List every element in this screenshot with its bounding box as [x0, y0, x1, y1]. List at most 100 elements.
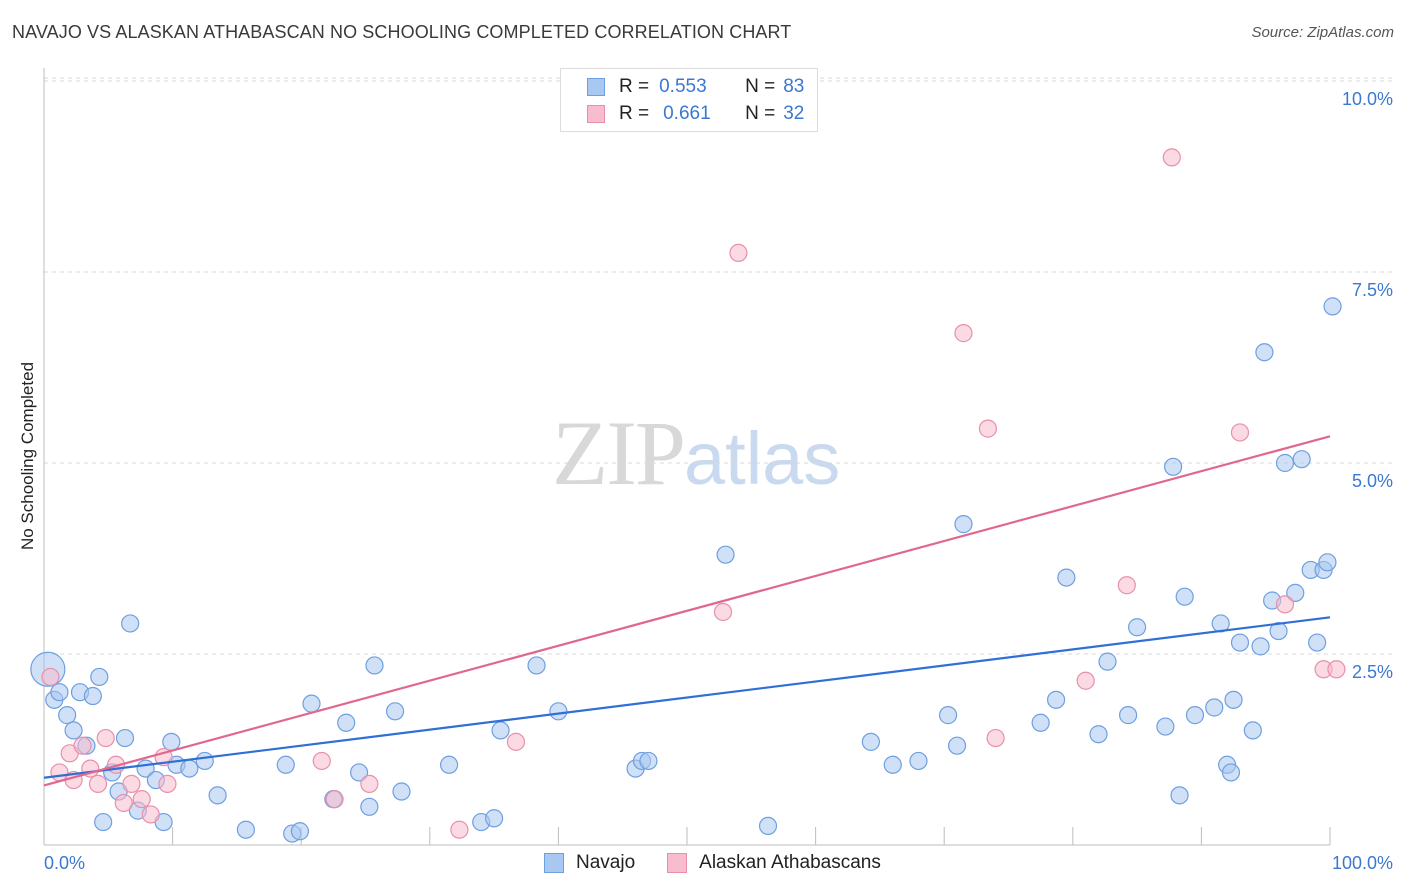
trend-lines [43, 435, 1331, 787]
navajo-point [1098, 652, 1117, 671]
navajo-point [938, 706, 958, 725]
navajo-point [1275, 453, 1295, 473]
navajo-point [639, 751, 658, 771]
athabascan-point [954, 324, 973, 343]
navajo-point [1170, 786, 1189, 805]
legend-r-value: 0.553 [659, 76, 707, 97]
x-tick-label-max: 100.0% [1332, 853, 1393, 873]
navajo-point [1308, 633, 1327, 652]
navajo-point [909, 751, 928, 771]
navajo-point [1046, 690, 1066, 709]
navajo-point [954, 515, 973, 534]
athabascan-point [1230, 423, 1250, 442]
navajo-point [90, 667, 109, 687]
axes [43, 68, 1330, 846]
x-tick-label-min: 0.0% [44, 853, 85, 873]
athabascan-point [360, 774, 379, 793]
athabascan-point [114, 793, 133, 813]
navajo-point [50, 683, 69, 702]
navajo-point [392, 782, 411, 801]
navajo-point [58, 706, 77, 725]
watermark-atlas: atlas [684, 417, 841, 500]
y-tick-label: 10.0% [1342, 89, 1393, 109]
watermark: ZIPatlas [552, 400, 840, 506]
series-legend: Navajo Alaskan Athabascans [544, 852, 913, 874]
navajo-point [1175, 587, 1194, 606]
navajo-point [758, 816, 778, 836]
athabascan-point [132, 790, 151, 809]
athabascan-point [41, 667, 60, 687]
navajo-point [485, 809, 504, 828]
navajo-point [716, 545, 735, 564]
navajo-point [360, 797, 379, 816]
navajo-point [1255, 343, 1274, 362]
athabascan-point [729, 243, 748, 262]
navajo-point [549, 702, 568, 721]
navajo-point [121, 614, 140, 633]
legend-row-athabascan: R = 0.661 N = 32 [587, 101, 804, 127]
legend-r-value: 0.661 [663, 103, 711, 124]
navajo-point [1057, 568, 1076, 587]
y-tick-labels: 2.5% 5.0% 7.5% 10.0% [1342, 89, 1393, 682]
athabascan-trend-line [43, 435, 1331, 787]
navajo-point [365, 656, 384, 675]
series-swatch-navajo [544, 853, 564, 873]
athabascan-point [978, 419, 998, 438]
legend-r-label: R = [619, 103, 650, 124]
legend-swatch-navajo [587, 78, 605, 96]
y-tick-label: 2.5% [1352, 662, 1393, 682]
athabascan-point [73, 736, 92, 755]
source-credit: Source: ZipAtlas.com [1251, 24, 1394, 41]
navajo-trend-line [43, 616, 1331, 779]
chart-title: NAVAJO VS ALASKAN ATHABASCAN NO SCHOOLIN… [12, 22, 792, 42]
legend-n-value: 83 [783, 76, 805, 97]
legend-swatch-athabascan [587, 105, 605, 123]
navajo-point [491, 721, 510, 740]
navajo-point [527, 656, 546, 675]
navajo-point [1286, 583, 1305, 602]
y-tick-label: 7.5% [1352, 280, 1393, 300]
navajo-point [1269, 621, 1288, 641]
navajo-point [439, 755, 459, 774]
athabascan-points [41, 148, 1346, 839]
navajo-point [1164, 457, 1183, 476]
navajo-point [385, 702, 405, 721]
legend-n-label: N = [745, 103, 776, 124]
navajo-point [1031, 713, 1050, 732]
navajo-point [337, 713, 356, 732]
navajo-points [30, 297, 1342, 843]
navajo-point [1127, 618, 1147, 637]
navajo-point [349, 763, 369, 782]
series-label-navajo: Navajo [576, 852, 636, 873]
series-legend-navajo[interactable]: Navajo [544, 852, 635, 874]
navajo-point [236, 820, 256, 839]
athabascan-point [986, 728, 1005, 748]
athabascan-point [1117, 576, 1136, 595]
athabascan-point [312, 751, 331, 771]
athabascan-point [88, 774, 108, 793]
y-axis-label: No Schooling Completed [18, 361, 37, 551]
navajo-point [162, 732, 181, 751]
athabascan-point [325, 790, 344, 809]
athabascan-point [713, 602, 733, 622]
navajo-point [115, 728, 135, 748]
legend-row-navajo: R = 0.553 N = 83 [587, 74, 804, 100]
navajo-point [861, 732, 880, 751]
athabascan-point [450, 820, 469, 839]
navajo-point [302, 694, 321, 713]
navajo-point [947, 736, 967, 755]
navajo-point [208, 786, 227, 805]
legend-r-label: R = [619, 76, 650, 97]
series-legend-athabascan[interactable]: Alaskan Athabascans [667, 852, 881, 874]
athabascan-point [1076, 671, 1095, 690]
navajo-point [94, 812, 113, 832]
navajo-point [1205, 698, 1224, 717]
navajo-point [83, 686, 102, 706]
legend-n-label: N = [745, 76, 776, 97]
navajo-point [180, 759, 199, 778]
navajo-point [290, 822, 310, 841]
navajo-point [1156, 717, 1175, 736]
athabascan-point [122, 774, 141, 793]
series-swatch-athabascan [667, 853, 688, 873]
